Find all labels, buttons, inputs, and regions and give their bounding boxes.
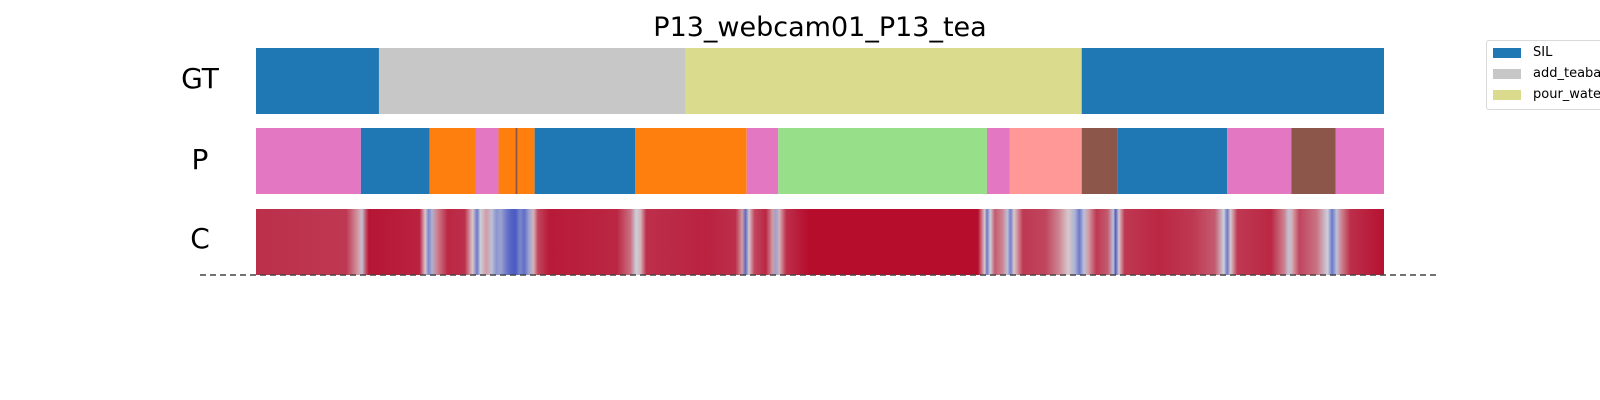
segment-p-14: [1117, 128, 1228, 194]
segment-p-17: [1335, 128, 1384, 194]
legend-label-add-teabag: add_teabag: [1533, 66, 1600, 81]
segment-p-7: [534, 128, 636, 194]
row-label-c: C: [190, 222, 210, 255]
segment-p-10: [778, 128, 987, 194]
segment-p-0: [256, 128, 361, 194]
segment-p-3: [475, 128, 499, 194]
rows-layer: [256, 48, 1384, 275]
legend-item-sil: SIL: [1493, 45, 1552, 65]
chart-title: P13_webcam01_P13_tea: [653, 12, 987, 43]
confidence-band: [256, 209, 1384, 275]
segment-p-5: [515, 128, 518, 194]
legend-item-pour-water: pour_water: [1493, 87, 1600, 107]
segment-gt-1: [378, 48, 686, 114]
legend-swatch-add-teabag: [1493, 68, 1521, 79]
segment-p-6: [517, 128, 535, 194]
segment-p-4: [498, 128, 516, 194]
segment-p-8: [635, 128, 747, 194]
legend-label-pour-water: pour_water: [1533, 87, 1600, 102]
segment-p-2: [429, 128, 476, 194]
row-label-p: P: [191, 143, 209, 176]
legend-swatch-pour-water: [1493, 89, 1521, 100]
legend: SIL add_teabag pour_water: [1486, 40, 1600, 110]
legend-label-sil: SIL: [1533, 45, 1553, 60]
segment-p-16: [1291, 128, 1336, 194]
segment-p-9: [746, 128, 779, 194]
segment-p-13: [1081, 128, 1118, 194]
segment-p-12: [1009, 128, 1082, 194]
legend-item-add-teabag: add_teabag: [1493, 66, 1600, 86]
legend-swatch-sil: [1493, 47, 1521, 58]
segment-gt-3: [1081, 48, 1384, 114]
segment-p-11: [986, 128, 1010, 194]
segment-gt-2: [685, 48, 1082, 114]
segment-p-1: [360, 128, 430, 194]
row-label-gt: GT: [181, 62, 219, 95]
segment-p-15: [1227, 128, 1292, 194]
segment-gt-0: [256, 48, 379, 114]
